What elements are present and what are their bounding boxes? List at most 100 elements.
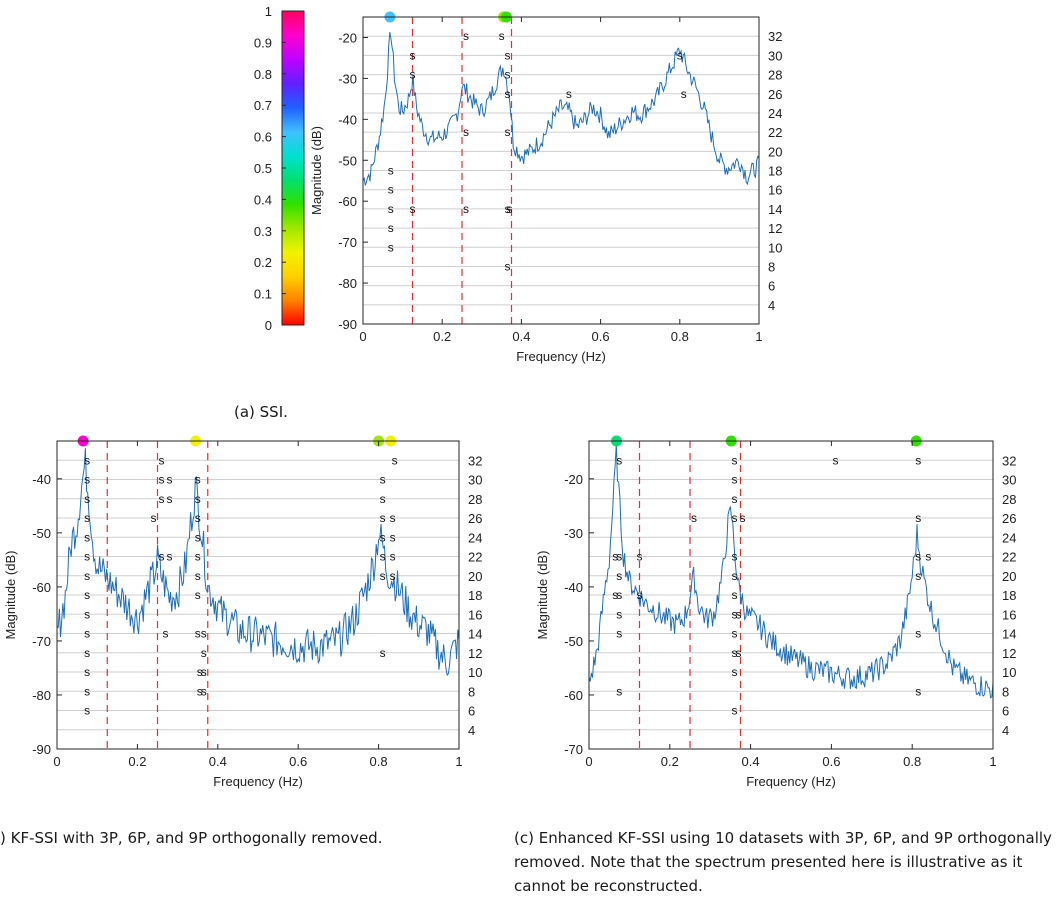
order-tick-label: 8 <box>768 259 775 274</box>
stable-pole-marker: s <box>566 87 572 101</box>
stable-pole-marker: s <box>159 453 165 467</box>
order-tick-label: 22 <box>468 550 482 565</box>
order-tick-label: 18 <box>1002 588 1016 603</box>
order-tick-label: 24 <box>468 530 482 545</box>
caption-a: (a) SSI. <box>234 403 288 421</box>
stable-pole-marker: s <box>681 87 687 101</box>
y-tick-label: -90 <box>32 742 51 757</box>
colorbar-tick-label: 0.1 <box>254 287 272 302</box>
order-tick-label: 32 <box>1002 453 1016 468</box>
stable-pole-marker: s <box>915 569 921 583</box>
stable-pole-marker: s <box>84 453 90 467</box>
colorbar-tick-label: 0.4 <box>254 192 272 207</box>
order-tick-label: 28 <box>468 492 482 507</box>
order-tick-label: 24 <box>1002 530 1016 545</box>
colorbar-tick-label: 0.2 <box>254 255 272 270</box>
stable-pole-marker: s <box>731 665 737 679</box>
stable-pole-marker: s <box>195 550 201 564</box>
order-tick-label: 10 <box>1002 665 1016 680</box>
stable-pole-marker: s <box>380 646 386 660</box>
stable-pole-marker: s <box>616 684 622 698</box>
stable-pole-marker: s <box>84 627 90 641</box>
y-axis-label: Magnitude (dB) <box>535 551 550 640</box>
stable-pole-marker: s <box>392 453 398 467</box>
x-tick-label: 1 <box>455 754 462 769</box>
order-tick-label: 32 <box>768 29 782 44</box>
stable-pole-marker: s <box>380 550 386 564</box>
order-tick-label: 8 <box>1002 684 1009 699</box>
y-tick-label: -60 <box>32 580 51 595</box>
stable-pole-marker: s <box>463 29 469 43</box>
stable-pole-marker: s <box>84 569 90 583</box>
stable-pole-marker: s <box>731 550 737 564</box>
stable-pole-marker: s <box>390 569 396 583</box>
order-tick-label: 20 <box>1002 569 1016 584</box>
stable-pole-marker: s <box>390 530 396 544</box>
stable-pole-marker: s <box>150 511 156 525</box>
stable-pole-marker: s <box>616 627 622 641</box>
caption-c: (c) Enhanced KF-SSI using 10 datasets wi… <box>514 829 1052 895</box>
order-tick-label: 32 <box>468 453 482 468</box>
order-tick-label: 8 <box>468 684 475 699</box>
stable-pole-marker: s <box>84 473 90 487</box>
stable-pole-marker: s <box>201 684 207 698</box>
stable-pole-marker: s <box>731 473 737 487</box>
stable-pole-marker: s <box>84 646 90 660</box>
stable-pole-marker: s <box>159 550 165 564</box>
y-tick-label: -70 <box>32 634 51 649</box>
x-tick-label: 0.2 <box>661 754 679 769</box>
stable-pole-marker: s <box>731 511 737 525</box>
stable-pole-marker: s <box>167 492 173 506</box>
stable-pole-marker: s <box>163 627 169 641</box>
stable-pole-marker: s <box>637 588 643 602</box>
stable-pole-marker: s <box>201 627 207 641</box>
stable-pole-marker: s <box>463 202 469 216</box>
order-tick-label: 14 <box>468 627 482 642</box>
x-tick-label: 0.4 <box>742 754 760 769</box>
order-tick-label: 4 <box>468 723 475 738</box>
stable-pole-marker: s <box>616 569 622 583</box>
order-tick-label: 18 <box>468 588 482 603</box>
x-tick-label: 0 <box>53 754 60 769</box>
stable-pole-marker: s <box>197 665 203 679</box>
order-tick-label: 4 <box>768 298 775 313</box>
stable-pole-marker: s <box>691 511 697 525</box>
order-tick-label: 6 <box>1002 704 1009 719</box>
stable-pole-marker: s <box>463 125 469 139</box>
order-tick-label: 26 <box>768 87 782 102</box>
stable-pole-marker: s <box>507 202 513 216</box>
stable-pole-marker: s <box>731 704 737 718</box>
order-tick-label: 4 <box>1002 723 1009 738</box>
stable-pole-marker: s <box>195 588 201 602</box>
x-axis-label: Frequency (Hz) <box>213 774 303 789</box>
stable-pole-marker: s <box>505 87 511 101</box>
axes-box <box>588 440 994 750</box>
y-tick-label: -50 <box>32 526 51 541</box>
y-tick-label: -90 <box>338 317 357 332</box>
y-axis-label: Magnitude (dB) <box>3 551 18 640</box>
y-tick-label: -20 <box>564 472 583 487</box>
colorbar-tick-label: 0.9 <box>254 35 272 50</box>
stable-pole-marker: s <box>195 473 201 487</box>
order-tick-label: 16 <box>768 183 782 198</box>
y-tick-label: -50 <box>564 634 583 649</box>
stable-pole-marker: s <box>915 511 921 525</box>
x-tick-label: 0.4 <box>209 754 227 769</box>
stable-pole-marker: s <box>84 607 90 621</box>
stable-pole-marker: s <box>731 492 737 506</box>
order-tick-label: 10 <box>768 240 782 255</box>
colorbar-tick-label: 0.8 <box>254 67 272 82</box>
stable-pole-marker: s <box>832 453 838 467</box>
stable-pole-marker: s <box>197 684 203 698</box>
stable-pole-marker: s <box>195 569 201 583</box>
spectrum-line <box>362 32 760 186</box>
stable-pole-marker: s <box>380 473 386 487</box>
stable-pole-marker: s <box>616 453 622 467</box>
spectrum-line <box>588 443 994 699</box>
stable-pole-marker: s <box>616 550 622 564</box>
stable-pole-marker: s <box>195 492 201 506</box>
stable-pole-marker: s <box>380 530 386 544</box>
stable-pole-marker: s <box>167 473 173 487</box>
stable-pole-marker: s <box>380 492 386 506</box>
